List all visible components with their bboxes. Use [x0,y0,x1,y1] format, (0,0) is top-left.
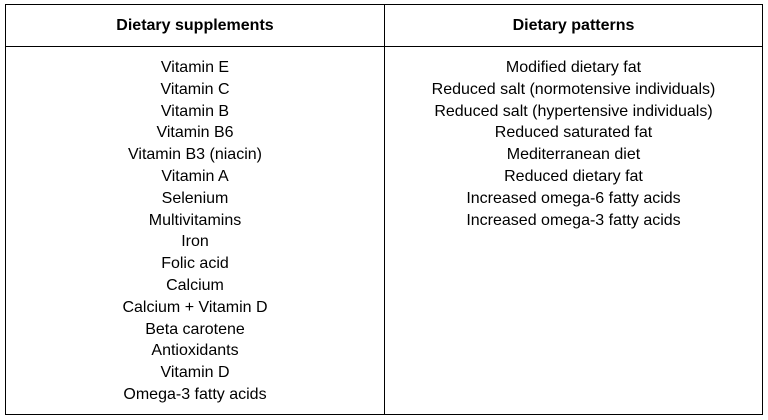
list-item: Reduced salt (normotensive individuals) [431,80,716,98]
list-item: Modified dietary fat [505,59,642,76]
list-item: Vitamin B [160,102,230,120]
list-item: Calcium + Vitamin D [122,298,268,316]
list-item: Antioxidants [151,342,239,360]
comparison-table: Dietary supplements Dietary patterns Vit… [5,4,763,415]
list-item: Vitamin D [160,364,230,382]
supplements-list: Vitamin E Vitamin C Vitamin B Vitamin B6… [6,57,384,406]
patterns-list: Modified dietary fat Reduced salt (normo… [385,57,762,231]
list-item: Iron [181,233,209,251]
header-dietary-supplements: Dietary supplements [116,16,274,34]
column-divider [384,5,385,414]
list-item: Vitamin C [160,80,230,98]
list-item: Omega-3 fatty acids [123,385,267,403]
list-item: Selenium [161,189,229,207]
list-item: Folic acid [161,255,229,273]
list-item: Vitamin A [161,167,229,185]
list-item: Calcium [166,276,224,294]
list-item: Reduced dietary fat [504,167,643,185]
list-item: Increased omega-6 fatty acids [466,189,681,207]
list-item: Reduced salt (hypertensive individuals) [434,102,713,120]
list-item: Vitamin E [160,59,230,76]
list-item: Increased omega-3 fatty acids [466,211,681,229]
list-item: Beta carotene [145,320,245,338]
list-item: Vitamin B6 [156,124,234,142]
header-dietary-patterns: Dietary patterns [512,16,635,34]
list-item: Vitamin B3 (niacin) [128,146,262,164]
list-item: Mediterranean diet [506,146,641,164]
list-item: Reduced saturated fat [494,124,653,142]
list-item: Multivitamins [148,211,242,229]
